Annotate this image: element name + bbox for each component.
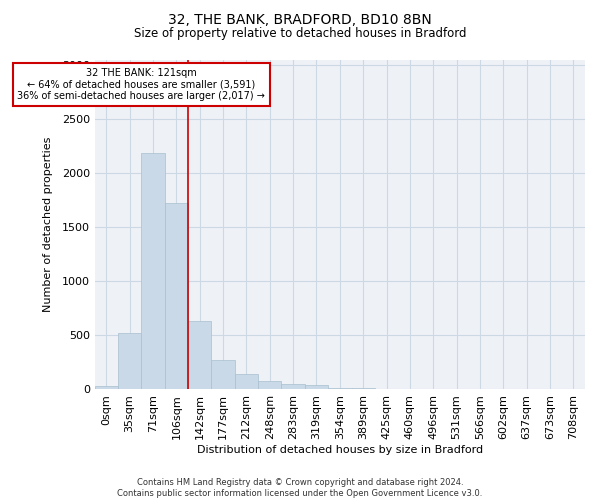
Text: 32, THE BANK, BRADFORD, BD10 8BN: 32, THE BANK, BRADFORD, BD10 8BN [168,12,432,26]
Bar [188,322,211,390]
Text: 32 THE BANK: 121sqm
← 64% of detached houses are smaller (3,591)
36% of semi-det: 32 THE BANK: 121sqm ← 64% of detached ho… [17,68,265,101]
Bar [95,386,118,390]
Bar [258,381,281,390]
Bar [305,385,328,390]
Y-axis label: Number of detached properties: Number of detached properties [43,137,53,312]
Bar [375,389,398,390]
Bar [165,202,188,390]
Bar [235,374,258,390]
Text: Contains HM Land Registry data © Crown copyright and database right 2024.
Contai: Contains HM Land Registry data © Crown c… [118,478,482,498]
Bar [118,334,142,390]
Bar [281,384,305,390]
Bar [211,360,235,390]
Text: Size of property relative to detached houses in Bradford: Size of property relative to detached ho… [134,28,466,40]
X-axis label: Distribution of detached houses by size in Bradford: Distribution of detached houses by size … [197,445,483,455]
Bar [328,388,352,390]
Bar [398,389,422,390]
Bar [352,388,375,390]
Bar [142,153,165,390]
